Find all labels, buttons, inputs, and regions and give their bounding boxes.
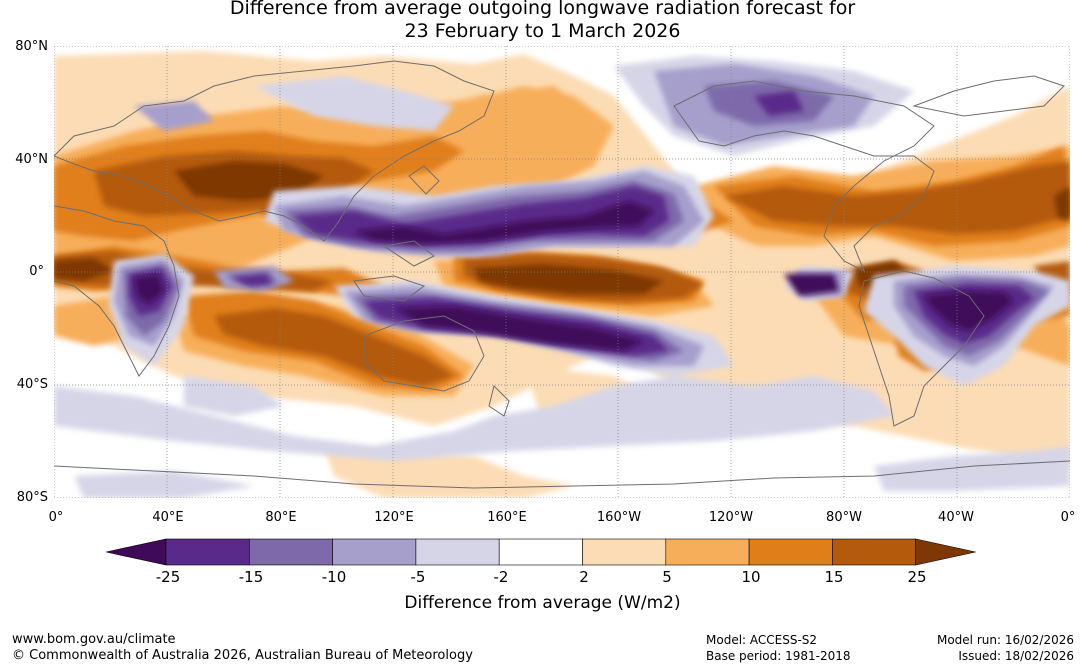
colorbar-tick: 5 xyxy=(662,568,672,586)
greenland-coastline xyxy=(912,75,1065,117)
south-america-coastline xyxy=(858,270,985,427)
colorbar-cell xyxy=(665,538,750,566)
colorbar-cell xyxy=(165,538,250,566)
colorbar-cell xyxy=(498,538,583,566)
footer-copyright: © Commonwealth of Australia 2026, Austra… xyxy=(12,648,473,663)
chart-title: Difference from average outgoing longwav… xyxy=(0,0,1085,43)
colorbar xyxy=(106,538,976,566)
colorbar-cell xyxy=(415,538,500,566)
colorbar-tick: 2 xyxy=(579,568,589,586)
colorbar-tick: 25 xyxy=(907,568,927,586)
colorbar-cell xyxy=(832,538,917,566)
colorbar-cell xyxy=(748,538,833,566)
footer-issued: Issued: 18/02/2026 xyxy=(958,649,1074,663)
lat-label-40s: 40°S xyxy=(16,377,48,392)
lon-label-40w: 40°W xyxy=(938,510,974,525)
map-canvas xyxy=(54,46,1070,498)
colorbar-tick: -10 xyxy=(321,568,347,586)
anomaly-layer-neg-lt-25 xyxy=(134,201,1014,351)
coastlines xyxy=(54,60,1070,489)
colorbar-label: Difference from average (W/m2) xyxy=(404,593,681,613)
africa-coastline xyxy=(54,205,180,377)
colorbar-extend-high xyxy=(915,538,976,566)
footer-base-period: Base period: 1981-2018 xyxy=(706,649,851,663)
lat-label-80n: 80°N xyxy=(15,39,48,54)
lat-label-80s: 80°S xyxy=(16,490,48,505)
philippines-coastline xyxy=(382,240,435,267)
title-line-2: 23 February to 1 March 2026 xyxy=(404,20,681,42)
colorbar-tick: -15 xyxy=(238,568,264,586)
lon-label-120e: 120°E xyxy=(374,510,414,525)
lon-label-80e: 80°E xyxy=(265,510,297,525)
north-america-coastline xyxy=(673,80,935,273)
colorbar-extend-low xyxy=(106,538,167,566)
colorbar-tick: -25 xyxy=(155,568,181,586)
lon-label-80w: 80°W xyxy=(826,510,862,525)
lon-label-40e: 40°E xyxy=(152,510,184,525)
lon-label-0-right: 0° xyxy=(1060,510,1076,525)
colorbar-tick: -5 xyxy=(410,568,426,586)
colorbar-tick: -2 xyxy=(493,568,509,586)
colorbar-cell xyxy=(332,538,417,566)
antarctica-coastline xyxy=(54,460,1070,489)
lon-label-160e: 160°E xyxy=(487,510,527,525)
lat-label-40n: 40°N xyxy=(15,152,48,167)
lon-label-160w: 160°W xyxy=(596,510,642,525)
indonesia-coastline xyxy=(353,275,426,302)
olr-anomaly-map xyxy=(54,46,1070,498)
colorbar-tick: 15 xyxy=(824,568,844,586)
footer-model: Model: ACCESS-S2 xyxy=(706,633,818,647)
australia-coastline xyxy=(363,315,485,392)
lon-label-0-left: 0° xyxy=(48,510,64,525)
gridlines xyxy=(54,46,1070,498)
colorbar-tick: 10 xyxy=(741,568,761,586)
new-zealand-coastline xyxy=(488,385,510,417)
japan-coastline xyxy=(408,165,440,195)
colorbar-cell xyxy=(582,538,667,566)
eurasia-coastline xyxy=(54,60,495,242)
colorbar-cell xyxy=(249,538,333,566)
lon-label-120w: 120°W xyxy=(708,510,754,525)
footer-url: www.bom.gov.au/climate xyxy=(12,632,176,647)
lat-label-0: 0° xyxy=(29,264,44,279)
footer-model-run: Model run: 16/02/2026 xyxy=(936,633,1074,647)
title-line-1: Difference from average outgoing longwav… xyxy=(229,0,856,19)
